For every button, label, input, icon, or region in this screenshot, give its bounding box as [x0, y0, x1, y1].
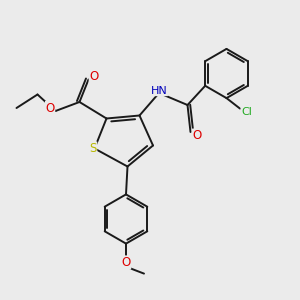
Text: O: O	[122, 256, 130, 269]
Text: S: S	[89, 142, 97, 155]
Text: HN: HN	[151, 85, 167, 96]
Text: O: O	[193, 129, 202, 142]
Text: O: O	[89, 70, 98, 83]
Text: O: O	[46, 101, 55, 115]
Text: Cl: Cl	[241, 106, 252, 117]
